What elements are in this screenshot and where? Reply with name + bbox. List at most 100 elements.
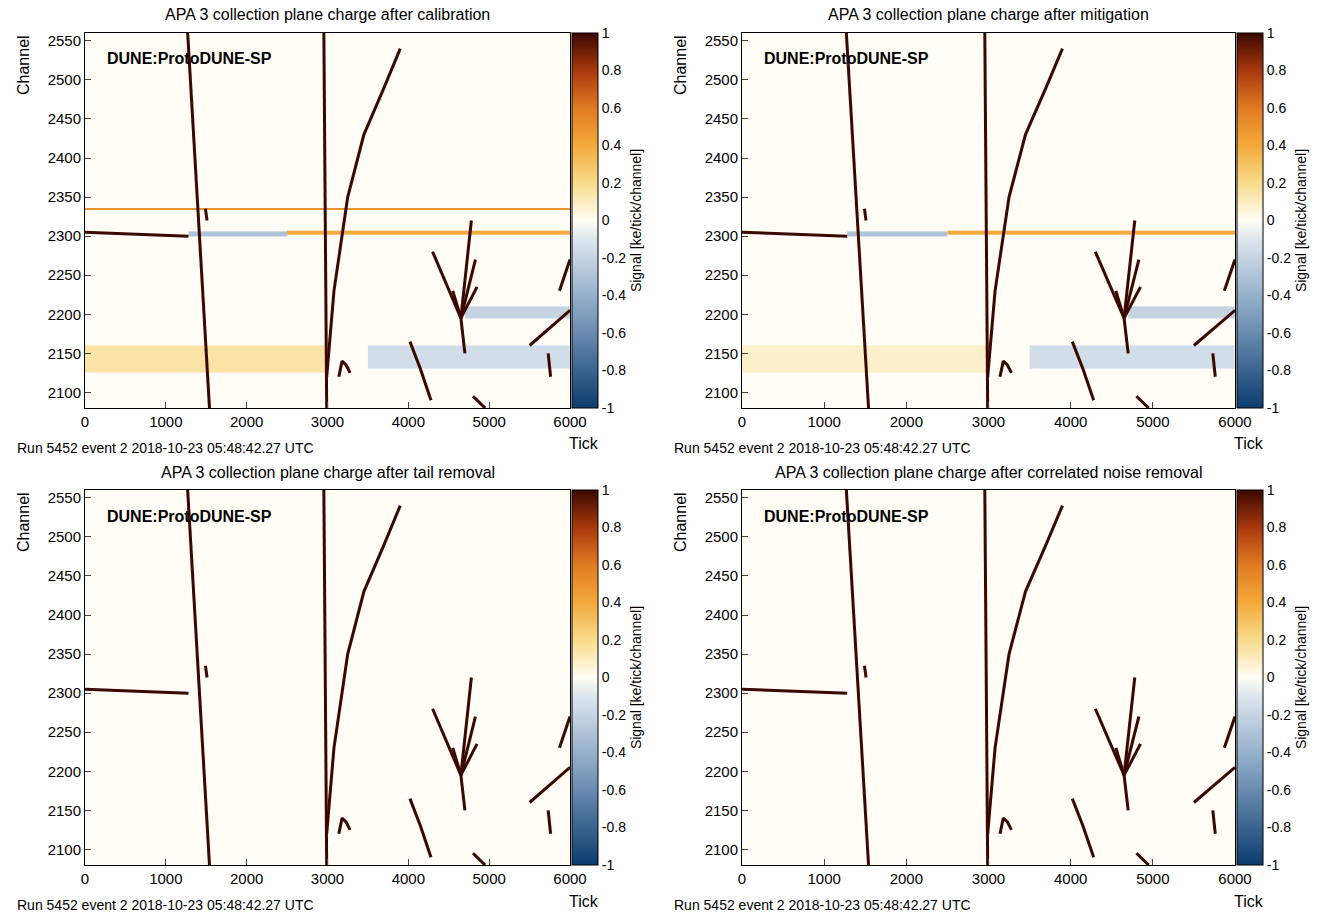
svg-text:3000: 3000 [972, 870, 1005, 887]
svg-text:2000: 2000 [890, 870, 923, 887]
svg-text:2350: 2350 [48, 188, 81, 205]
svg-text:0: 0 [1267, 669, 1275, 685]
svg-text:2200: 2200 [705, 763, 738, 780]
svg-text:2000: 2000 [230, 870, 263, 887]
svg-text:0.4: 0.4 [1267, 137, 1287, 153]
svg-text:Tick: Tick [1234, 435, 1264, 452]
svg-text:Run 5452 event 2 2018-10-23 05: Run 5452 event 2 2018-10-23 05:48:42.27 … [17, 440, 314, 456]
svg-text:0: 0 [602, 669, 610, 685]
svg-text:0: 0 [81, 413, 89, 430]
svg-text:APA 3 collection plane charge: APA 3 collection plane charge after cali… [165, 6, 490, 23]
svg-text:2500: 2500 [48, 528, 81, 545]
svg-text:Channel: Channel [15, 492, 32, 552]
svg-text:Tick: Tick [1234, 893, 1264, 910]
svg-text:0: 0 [738, 870, 746, 887]
svg-text:1: 1 [602, 25, 610, 41]
svg-text:2150: 2150 [48, 345, 81, 362]
svg-text:2150: 2150 [705, 345, 738, 362]
svg-text:6000: 6000 [1218, 870, 1251, 887]
svg-text:5000: 5000 [1136, 413, 1169, 430]
svg-text:0.4: 0.4 [602, 137, 622, 153]
svg-text:1: 1 [1267, 25, 1275, 41]
svg-text:4000: 4000 [1054, 870, 1087, 887]
svg-text:2250: 2250 [48, 723, 81, 740]
svg-text:-0.8: -0.8 [1267, 819, 1291, 835]
svg-text:1000: 1000 [807, 870, 840, 887]
svg-text:1: 1 [1267, 482, 1275, 498]
svg-text:-0.8: -0.8 [602, 819, 626, 835]
svg-text:DUNE:ProtoDUNE-SP: DUNE:ProtoDUNE-SP [764, 508, 929, 525]
svg-text:2200: 2200 [48, 763, 81, 780]
svg-text:2300: 2300 [705, 227, 738, 244]
svg-text:0.2: 0.2 [602, 175, 622, 191]
svg-text:-0.4: -0.4 [602, 287, 626, 303]
svg-text:DUNE:ProtoDUNE-SP: DUNE:ProtoDUNE-SP [764, 50, 929, 67]
svg-text:-1: -1 [602, 857, 615, 873]
svg-text:2000: 2000 [230, 413, 263, 430]
svg-text:APA 3 collection plane charge: APA 3 collection plane charge after miti… [828, 6, 1149, 23]
svg-text:1000: 1000 [807, 413, 840, 430]
svg-text:2150: 2150 [705, 802, 738, 819]
svg-text:2100: 2100 [705, 841, 738, 858]
svg-text:-0.6: -0.6 [602, 782, 626, 798]
svg-text:Run 5452 event 2 2018-10-23 05: Run 5452 event 2 2018-10-23 05:48:42.27 … [17, 897, 314, 913]
svg-text:2150: 2150 [48, 802, 81, 819]
svg-text:2500: 2500 [48, 71, 81, 88]
svg-text:4000: 4000 [392, 870, 425, 887]
svg-text:APA 3 collection plane charge: APA 3 collection plane charge after tail… [161, 464, 495, 481]
svg-text:Channel: Channel [15, 35, 32, 95]
svg-text:2400: 2400 [48, 606, 81, 623]
svg-text:1: 1 [602, 482, 610, 498]
svg-text:2400: 2400 [705, 606, 738, 623]
svg-text:0: 0 [1267, 212, 1275, 228]
svg-text:3000: 3000 [972, 413, 1005, 430]
svg-text:0.4: 0.4 [1267, 594, 1287, 610]
svg-text:DUNE:ProtoDUNE-SP: DUNE:ProtoDUNE-SP [107, 50, 272, 67]
svg-text:0.4: 0.4 [602, 594, 622, 610]
svg-text:0: 0 [602, 212, 610, 228]
svg-text:-1: -1 [1267, 857, 1280, 873]
svg-text:-0.2: -0.2 [1267, 250, 1291, 266]
svg-text:2100: 2100 [48, 384, 81, 401]
svg-text:Run 5452 event 2 2018-10-23 05: Run 5452 event 2 2018-10-23 05:48:42.27 … [674, 440, 971, 456]
svg-text:-0.4: -0.4 [1267, 287, 1291, 303]
svg-text:Signal [ke/tick/channel]: Signal [ke/tick/channel] [1293, 149, 1309, 292]
svg-text:2350: 2350 [705, 645, 738, 662]
svg-text:0.8: 0.8 [602, 62, 622, 78]
svg-text:-0.8: -0.8 [1267, 362, 1291, 378]
svg-text:2100: 2100 [705, 384, 738, 401]
svg-text:4000: 4000 [1054, 413, 1087, 430]
svg-text:0.2: 0.2 [1267, 175, 1287, 191]
svg-text:-0.4: -0.4 [602, 744, 626, 760]
svg-text:2350: 2350 [705, 188, 738, 205]
svg-text:Signal [ke/tick/channel]: Signal [ke/tick/channel] [628, 606, 644, 749]
svg-text:2450: 2450 [705, 567, 738, 584]
svg-text:-0.6: -0.6 [602, 325, 626, 341]
svg-text:3000: 3000 [311, 413, 344, 430]
svg-text:0.6: 0.6 [1267, 557, 1287, 573]
svg-text:2200: 2200 [705, 306, 738, 323]
svg-text:0.8: 0.8 [1267, 519, 1287, 535]
svg-text:-0.2: -0.2 [602, 707, 626, 723]
svg-text:-1: -1 [602, 400, 615, 416]
svg-text:Run 5452 event 2 2018-10-23 05: Run 5452 event 2 2018-10-23 05:48:42.27 … [674, 897, 971, 913]
svg-text:2500: 2500 [705, 528, 738, 545]
svg-text:2450: 2450 [705, 110, 738, 127]
svg-text:2250: 2250 [705, 723, 738, 740]
svg-text:2300: 2300 [705, 684, 738, 701]
svg-text:2400: 2400 [48, 149, 81, 166]
svg-text:-0.6: -0.6 [1267, 325, 1291, 341]
svg-text:4000: 4000 [392, 413, 425, 430]
svg-text:0.8: 0.8 [602, 519, 622, 535]
svg-text:2300: 2300 [48, 227, 81, 244]
svg-text:2250: 2250 [705, 266, 738, 283]
svg-text:DUNE:ProtoDUNE-SP: DUNE:ProtoDUNE-SP [107, 508, 272, 525]
svg-text:-0.6: -0.6 [1267, 782, 1291, 798]
svg-text:2500: 2500 [705, 71, 738, 88]
svg-text:-0.2: -0.2 [602, 250, 626, 266]
svg-text:Signal [ke/tick/channel]: Signal [ke/tick/channel] [1293, 606, 1309, 749]
svg-text:2100: 2100 [48, 841, 81, 858]
svg-text:-0.4: -0.4 [1267, 744, 1291, 760]
svg-text:2250: 2250 [48, 266, 81, 283]
svg-text:1000: 1000 [149, 870, 182, 887]
